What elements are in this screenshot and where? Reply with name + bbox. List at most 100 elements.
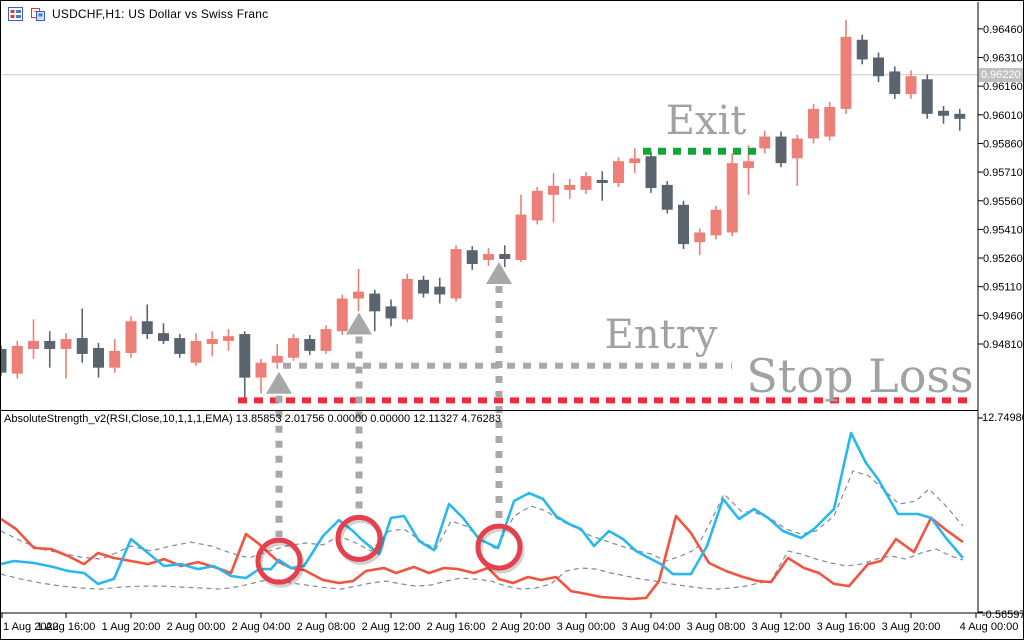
- candle: [288, 334, 299, 361]
- exit-label: Exit: [665, 98, 747, 144]
- candle: [141, 304, 153, 340]
- candle: [645, 151, 657, 193]
- svg-text:3 Aug 00:00: 3 Aug 00:00: [557, 621, 616, 633]
- candle: [759, 130, 771, 154]
- svg-text:0.96160: 0.96160: [983, 81, 1023, 93]
- svg-text:2 Aug 16:00: 2 Aug 16:00: [427, 621, 486, 633]
- candle: [28, 319, 39, 359]
- indicator-bears-line: [1, 514, 964, 601]
- signal-arrow: [266, 371, 292, 394]
- svg-text:3 Aug 04:00: 3 Aug 04:00: [622, 621, 681, 633]
- candle: [856, 34, 868, 65]
- candle: [320, 325, 332, 354]
- chart-frame: [1, 2, 1023, 614]
- candle: [450, 245, 462, 302]
- candle: [873, 52, 884, 83]
- candle: [44, 331, 56, 368]
- candle: [60, 333, 72, 379]
- candle: [515, 194, 527, 263]
- crossover-circle: [255, 537, 305, 588]
- svg-text:0.95110: 0.95110: [983, 282, 1022, 294]
- candle: [726, 153, 738, 237]
- svg-text:0.95710: 0.95710: [983, 167, 1023, 179]
- crossover-circle: [335, 514, 385, 565]
- svg-text:0.95410: 0.95410: [983, 224, 1023, 236]
- time-axis-zone[interactable]: [1, 614, 1024, 640]
- svg-text:0.95860: 0.95860: [983, 138, 1023, 150]
- current-price-badge: 0.96220: [979, 68, 1023, 82]
- candle: [385, 299, 397, 327]
- candle: [824, 102, 836, 141]
- indicator-axis-min: -0.56597: [982, 609, 1024, 621]
- candle: [921, 74, 933, 119]
- candle: [336, 294, 348, 336]
- candle: [190, 333, 202, 366]
- svg-text:0.96460: 0.96460: [983, 24, 1023, 36]
- candle: [596, 171, 608, 201]
- indicator-ma-bears-line: [1, 548, 964, 590]
- candle: [158, 323, 169, 344]
- signal-arrow: [486, 262, 512, 285]
- svg-text:1 Aug 16:00: 1 Aug 16:00: [37, 621, 96, 633]
- candle: [93, 343, 104, 378]
- svg-text:0.95260: 0.95260: [983, 253, 1023, 265]
- candle: [11, 340, 23, 379]
- svg-text:0.94810: 0.94810: [983, 339, 1023, 351]
- candle: [613, 157, 624, 187]
- price-axis-zone[interactable]: [979, 1, 1024, 613]
- candle: [369, 289, 381, 332]
- candle: [174, 334, 186, 358]
- candle: [499, 245, 511, 268]
- candle: [76, 308, 88, 363]
- candle: [808, 103, 819, 144]
- svg-text:3 Aug 08:00: 3 Aug 08:00: [687, 621, 746, 633]
- chart-windows-icon: [31, 8, 45, 21]
- candle: [954, 108, 966, 131]
- svg-text:2 Aug 20:00: 2 Aug 20:00: [492, 621, 551, 633]
- candle: [629, 148, 641, 174]
- indicator-title: AbsoluteStrength_v2(RSI,Close,10,1,1,1,E…: [4, 413, 502, 425]
- price-axis-labels: 0.96460 0.96310 0.96160 0.96010 0.95860 0.957…: [978, 24, 1023, 613]
- candle: [418, 275, 429, 298]
- indicator-axis-max: 12.74980: [982, 412, 1024, 424]
- candle: [401, 273, 413, 323]
- candle: [775, 131, 787, 168]
- candle: [580, 172, 592, 194]
- chart-title-bar: USDCHF,H1: US Dollar vs Swiss Franc: [1, 1, 1023, 27]
- candle: [271, 344, 283, 369]
- entry-label: Entry: [604, 312, 718, 358]
- candle: [905, 70, 917, 99]
- chart-title: USDCHF,H1: US Dollar vs Swiss Franc: [52, 7, 269, 21]
- candle: [938, 106, 949, 124]
- svg-text:3 Aug 16:00: 3 Aug 16:00: [817, 621, 876, 633]
- candle: [548, 173, 559, 223]
- candle: [710, 205, 722, 240]
- candle: [483, 248, 494, 266]
- stop-loss-label: Stop Loss: [746, 349, 974, 403]
- candle: [661, 181, 673, 214]
- candle: [840, 20, 852, 114]
- time-axis-labels: 1 Aug 20221 Aug 16:00 1 Aug 20:00 2 Aug 00…: [1, 613, 1019, 633]
- candle: [223, 329, 234, 351]
- candle: [353, 268, 364, 312]
- svg-text:2 Aug 08:00: 2 Aug 08:00: [297, 621, 356, 633]
- candle: [206, 331, 218, 356]
- svg-text:2 Aug 12:00: 2 Aug 12:00: [362, 621, 421, 633]
- svg-text:0.96310: 0.96310: [983, 53, 1023, 65]
- candle: [1, 345, 7, 376]
- candle: [434, 277, 446, 304]
- signal-arrow: [346, 312, 372, 335]
- candle: [564, 178, 576, 199]
- candle: [109, 339, 121, 373]
- candle: [531, 186, 543, 225]
- svg-text:0.95560: 0.95560: [983, 196, 1023, 208]
- candle: [125, 316, 137, 358]
- candle: [694, 228, 706, 256]
- svg-text:4 Aug 00:00: 4 Aug 00:00: [960, 621, 1019, 633]
- svg-text:1 Aug 20:00: 1 Aug 20:00: [102, 621, 161, 633]
- candle: [255, 358, 267, 394]
- candle: [239, 331, 251, 401]
- candles: [1, 20, 966, 401]
